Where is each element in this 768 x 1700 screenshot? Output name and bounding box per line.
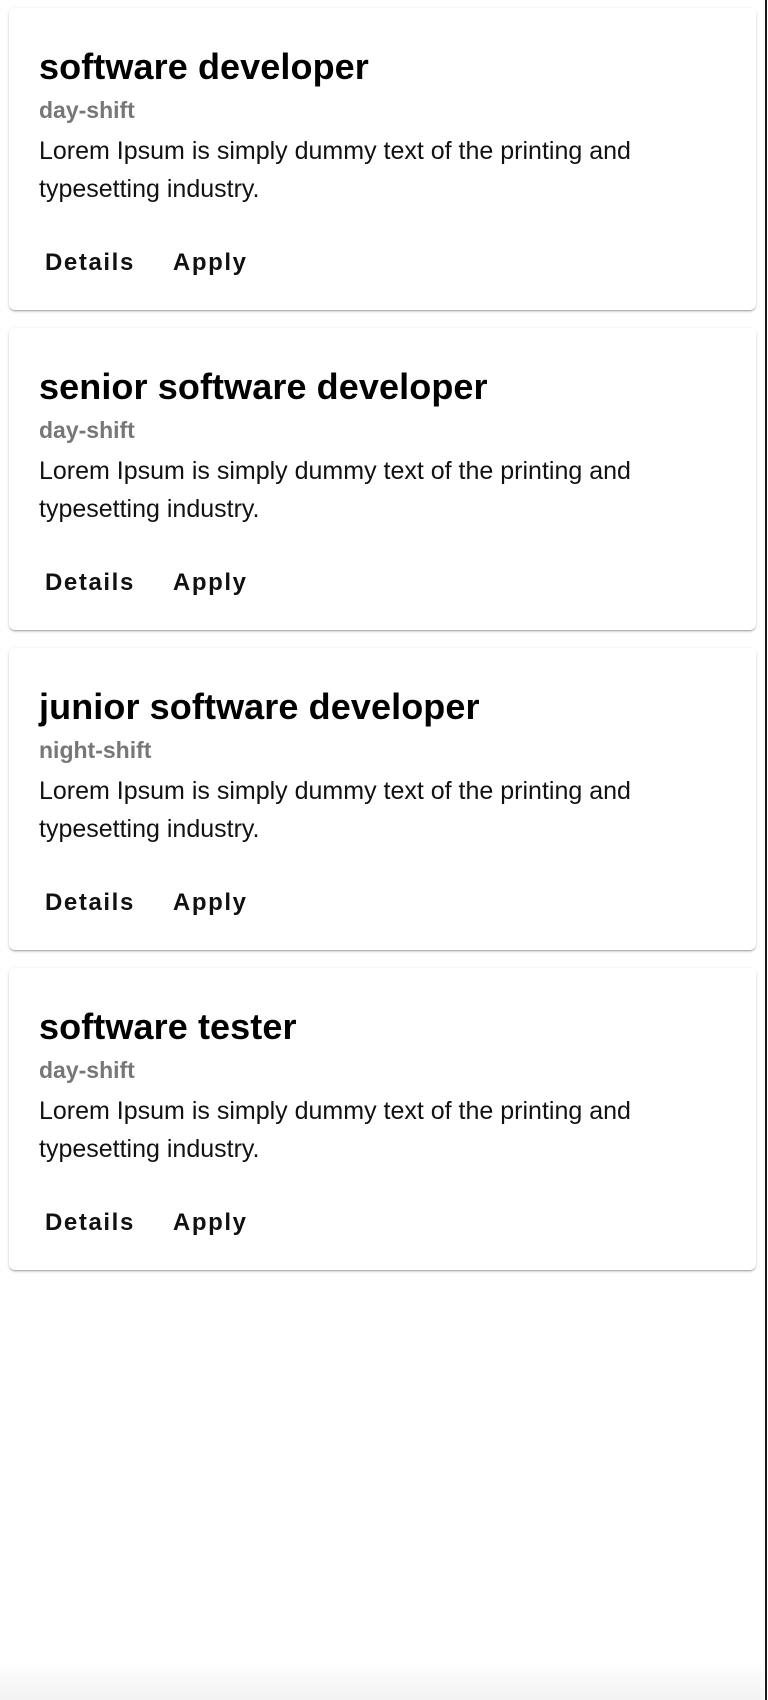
job-description: Lorem Ipsum is simply dummy text of the …: [39, 137, 631, 203]
page-bottom-shade: [0, 1660, 764, 1700]
job-list: software developer day-shift Lorem Ipsum…: [9, 8, 756, 1288]
job-card: senior software developer day-shift Lore…: [9, 328, 756, 630]
apply-button[interactable]: Apply: [159, 1202, 262, 1244]
job-title: software developer: [39, 46, 369, 87]
job-shift: night-shift: [39, 737, 152, 763]
job-actions: Details Apply: [31, 562, 262, 604]
job-actions: Details Apply: [31, 242, 262, 284]
job-actions: Details Apply: [31, 882, 262, 924]
apply-button[interactable]: Apply: [159, 562, 262, 604]
job-card: software tester day-shift Lorem Ipsum is…: [9, 968, 756, 1270]
job-card: software developer day-shift Lorem Ipsum…: [9, 8, 756, 310]
job-shift: day-shift: [39, 97, 135, 123]
job-title: junior software developer: [39, 686, 480, 727]
details-button[interactable]: Details: [31, 882, 149, 924]
window-edge-divider: [765, 0, 767, 1700]
details-button[interactable]: Details: [31, 242, 149, 284]
details-button[interactable]: Details: [31, 1202, 149, 1244]
job-shift: day-shift: [39, 1057, 135, 1083]
job-description: Lorem Ipsum is simply dummy text of the …: [39, 1097, 631, 1163]
job-description: Lorem Ipsum is simply dummy text of the …: [39, 457, 631, 523]
job-title: software tester: [39, 1006, 297, 1047]
apply-button[interactable]: Apply: [159, 242, 262, 284]
job-shift: day-shift: [39, 417, 135, 443]
job-card: junior software developer night-shift Lo…: [9, 648, 756, 950]
job-actions: Details Apply: [31, 1202, 262, 1244]
job-description: Lorem Ipsum is simply dummy text of the …: [39, 777, 631, 843]
details-button[interactable]: Details: [31, 562, 149, 604]
job-title: senior software developer: [39, 366, 488, 407]
apply-button[interactable]: Apply: [159, 882, 262, 924]
